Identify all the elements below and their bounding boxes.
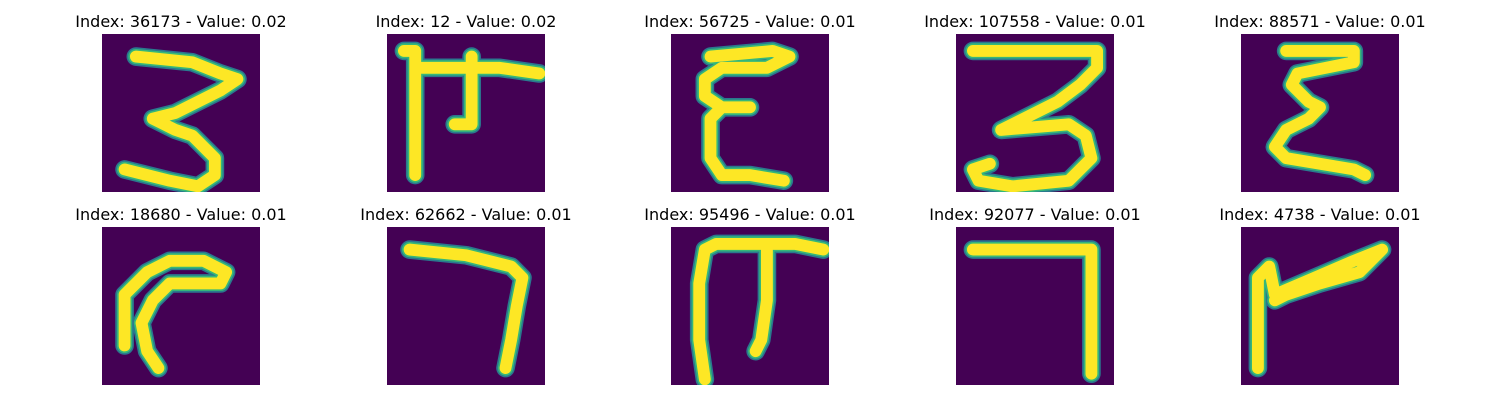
glyph-image [956,34,1114,192]
glyph-image [671,34,829,192]
glyph-image [387,227,545,385]
panel-title: Index: 95496 - Value: 0.01 [644,205,856,224]
stroke-core [403,243,529,374]
panel-title: Index: 18680 - Value: 0.01 [75,205,287,224]
stroke-core [118,254,233,374]
panel-title: Index: 4738 - Value: 0.01 [1219,205,1421,224]
stroke-core [698,45,796,187]
panel-title: Index: 92077 - Value: 0.01 [929,205,1141,224]
glyph-flag [1241,227,1399,385]
glyph-image [102,227,260,385]
stroke-core [967,243,1098,380]
glyph-image [1241,34,1399,192]
panel-title: Index: 36173 - Value: 0.02 [75,12,287,31]
glyph-image [671,227,829,385]
stroke-core [1252,243,1388,374]
panel-title: Index: 107558 - Value: 0.01 [924,12,1146,31]
glyph-image [102,34,260,192]
stroke-core [1268,45,1372,181]
panel-title: Index: 88571 - Value: 0.01 [1214,12,1426,31]
panel-title: Index: 62662 - Value: 0.01 [360,205,572,224]
glyph-image [956,227,1114,385]
glyph-pi [671,227,829,385]
glyph-image [387,34,545,192]
glyph-seven [387,227,545,385]
glyph-pi-with-tick [387,34,545,192]
stroke-core [118,50,244,192]
glyph-epsilon [671,34,829,192]
glyph-image [1241,227,1399,385]
panel-title: Index: 12 - Value: 0.02 [375,12,557,31]
glyph-zigzag-three [102,34,260,192]
glyph-sigma-epsilon [1241,34,1399,192]
glyph-hook-c [102,227,260,385]
stroke-core [693,238,829,385]
stroke-core [398,45,545,181]
panel-title: Index: 56725 - Value: 0.01 [644,12,856,31]
stroke-core [967,45,1103,192]
glyph-gamma-seven [956,227,1114,385]
glyph-script-three [956,34,1114,192]
